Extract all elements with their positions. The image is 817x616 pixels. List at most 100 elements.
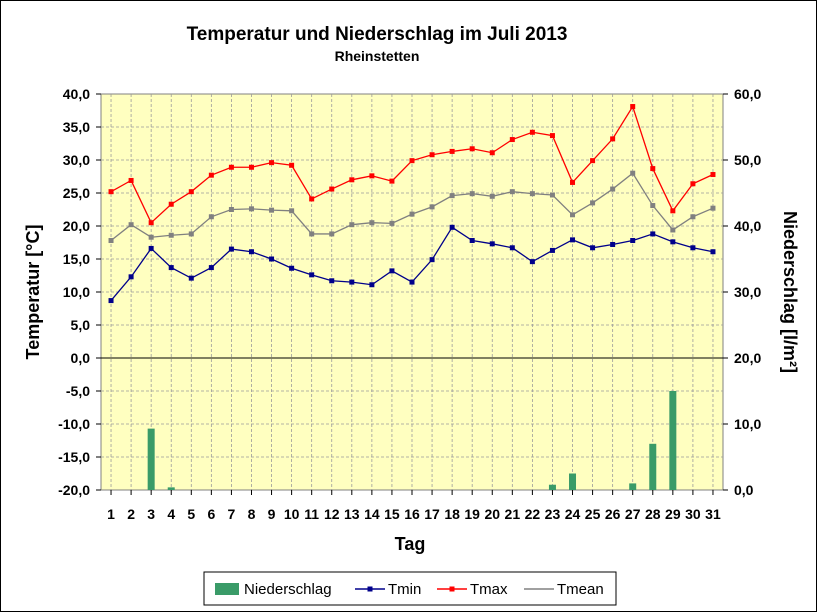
point-tmax-28 — [650, 166, 656, 172]
point-tmean-4 — [168, 232, 174, 238]
point-tmax-31 — [710, 172, 716, 178]
point-tmean-11 — [309, 231, 315, 237]
point-tmax-15 — [389, 178, 395, 184]
point-tmax-17 — [429, 152, 435, 158]
bar-niederschlag-4 — [167, 487, 175, 490]
bar-niederschlag-23 — [548, 484, 556, 490]
point-tmax-25 — [590, 158, 596, 164]
x-tick-label: 28 — [645, 506, 661, 522]
point-tmean-13 — [349, 222, 355, 228]
x-tick-label: 4 — [167, 506, 175, 522]
point-tmean-3 — [148, 234, 154, 240]
y-tick-label: 5,0 — [71, 317, 91, 333]
point-tmax-13 — [349, 177, 355, 183]
point-tmin-22 — [529, 259, 535, 265]
point-tmean-27 — [630, 170, 636, 176]
legend: Niederschlag Tmin Tmax Tmean — [203, 571, 617, 606]
point-tmean-24 — [570, 212, 576, 218]
point-tmean-31 — [710, 205, 716, 211]
y-tick-label: -15,0 — [58, 449, 90, 465]
y-tick-label: -20,0 — [58, 482, 90, 498]
point-tmean-29 — [670, 227, 676, 233]
point-tmin-24 — [570, 237, 576, 243]
legend-label-tmean: Tmean — [557, 581, 604, 598]
point-tmax-19 — [469, 146, 475, 152]
point-tmin-26 — [610, 241, 616, 247]
point-tmax-2 — [128, 177, 134, 183]
point-tmean-22 — [529, 191, 535, 197]
point-tmin-30 — [690, 245, 696, 251]
point-tmax-1 — [108, 189, 114, 195]
y-tick-label: 20,0 — [63, 218, 90, 234]
x-tick-label: 22 — [525, 506, 541, 522]
point-tmin-10 — [289, 265, 295, 271]
point-tmean-26 — [610, 186, 616, 192]
point-tmin-29 — [670, 239, 676, 245]
y2-tick-label: 20,0 — [734, 350, 761, 366]
point-tmin-28 — [650, 231, 656, 237]
y-tick-label: 25,0 — [63, 185, 90, 201]
left-axis-ticks: -20,0 -15,0 -10,0 -5,0 0,0 5,0 10,0 15,0 20,0 25,… — [58, 86, 101, 498]
point-tmin-12 — [329, 278, 335, 284]
point-tmin-18 — [449, 224, 455, 230]
chart-subtitle: Rheinstetten — [335, 48, 420, 64]
bar-niederschlag-3 — [147, 428, 155, 490]
point-tmax-16 — [409, 158, 415, 164]
x-tick-label: 18 — [444, 506, 460, 522]
point-tmin-7 — [228, 246, 234, 252]
precipitation-bars — [147, 391, 677, 490]
point-tmax-5 — [188, 189, 194, 195]
y-tick-label: 35,0 — [63, 119, 90, 135]
x-tick-label: 12 — [324, 506, 340, 522]
legend-marker-tmin — [367, 586, 373, 592]
point-tmax-29 — [670, 208, 676, 214]
legend-swatch-niederschlag — [215, 583, 239, 595]
bar-niederschlag-29 — [669, 391, 677, 490]
y-axis-label: Temperatur [°C] — [23, 225, 43, 360]
point-tmin-3 — [148, 245, 154, 251]
point-tmin-23 — [549, 247, 555, 253]
legend-label-tmax: Tmax — [470, 581, 508, 598]
point-tmean-10 — [289, 208, 295, 214]
point-tmin-6 — [208, 265, 214, 271]
y-tick-label: 10,0 — [63, 284, 90, 300]
x-tick-label: 7 — [228, 506, 236, 522]
point-tmean-19 — [469, 191, 475, 197]
point-tmin-14 — [369, 282, 375, 288]
point-tmax-18 — [449, 148, 455, 154]
x-tick-label: 30 — [685, 506, 701, 522]
bar-niederschlag-27 — [629, 483, 637, 490]
point-tmin-2 — [128, 274, 134, 280]
point-tmax-30 — [690, 181, 696, 187]
y-tick-label: -10,0 — [58, 416, 90, 432]
point-tmean-23 — [549, 192, 555, 198]
point-tmean-30 — [690, 214, 696, 220]
x-tick-label: 10 — [284, 506, 300, 522]
y2-tick-label: 30,0 — [734, 284, 761, 300]
point-tmean-1 — [108, 238, 114, 244]
point-tmax-20 — [489, 150, 495, 156]
x-tick-label: 5 — [187, 506, 195, 522]
point-tmin-9 — [269, 256, 275, 262]
point-tmean-9 — [269, 207, 275, 213]
x-tick-label: 14 — [364, 506, 380, 522]
point-tmin-13 — [349, 279, 355, 285]
legend-label-niederschlag: Niederschlag — [244, 581, 332, 598]
point-tmean-5 — [188, 231, 194, 237]
point-tmax-8 — [248, 164, 254, 170]
point-tmean-25 — [590, 200, 596, 206]
point-tmin-21 — [509, 245, 515, 251]
bar-niederschlag-28 — [649, 443, 657, 490]
x-tick-label: 1 — [107, 506, 115, 522]
x-tick-label: 23 — [545, 506, 561, 522]
point-tmean-28 — [650, 203, 656, 209]
x-axis-ticks: 1 2 3 4 5 6 7 8 9 10 11 12 13 14 15 16 17 18 19 20 21 22 23 24 2… — [107, 490, 721, 522]
x-tick-label: 16 — [404, 506, 420, 522]
y2-tick-label: 50,0 — [734, 152, 761, 168]
point-tmax-14 — [369, 173, 375, 179]
temperature-lines — [108, 104, 716, 304]
point-tmin-20 — [489, 241, 495, 247]
point-tmin-17 — [429, 257, 435, 263]
